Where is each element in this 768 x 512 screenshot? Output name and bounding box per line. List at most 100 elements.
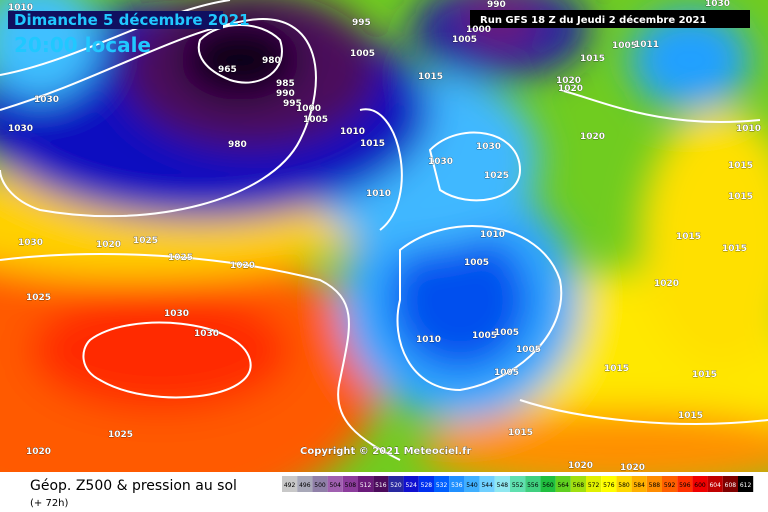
isobar-label: 1015 [360,139,385,149]
isobar-label: 1020 [96,240,121,250]
scale-swatch [312,476,328,492]
scale-swatch [510,476,526,492]
isobar-label: 980 [262,56,281,66]
scale-swatch [479,476,495,492]
scale-label: 596 [679,482,691,489]
isobar-label: 990 [487,0,506,10]
isobar-label: 1011 [634,40,659,50]
scale-label: 536 [451,482,463,489]
scale-label: 492 [284,482,296,489]
isobar-label: 1000 [296,104,321,114]
scale-label: 532 [436,482,448,489]
scale-swatch [540,476,556,492]
copyright: Copyright © 2021 Meteociel.fr [300,446,471,457]
isobar-label: 1020 [568,461,593,471]
scale-swatch [570,476,586,492]
isobar-label: 1010 [340,127,365,137]
scale-swatch [358,476,374,492]
isobar-label: 1030 [476,142,501,152]
scale-label: 580 [618,482,630,489]
isobar-label: 1015 [692,370,717,380]
isobar-label: 1020 [556,76,581,86]
scale-label: 516 [375,482,387,489]
scale-swatch [403,476,419,492]
scale-swatch [616,476,632,492]
scale-label: 592 [664,482,676,489]
isobar-label: 1005 [452,35,477,45]
scale-label: 604 [709,482,721,489]
scale-label: 512 [360,482,372,489]
scale-swatch [555,476,571,492]
scale-label: 568 [573,482,585,489]
isobar-label: 1020 [620,463,645,473]
scale-label: 544 [481,482,493,489]
isobar-label: 1025 [108,430,133,440]
isobar-label: 1020 [654,279,679,289]
isobar-label: 995 [352,18,371,28]
isobar-label: 1025 [26,293,51,303]
scale-label: 556 [527,482,539,489]
scale-label: 552 [512,482,524,489]
scale-label: 588 [649,482,661,489]
isobar-label: 1030 [8,124,33,134]
isobar-label: 1010 [8,3,33,13]
isobar-label: 1015 [418,72,443,82]
scale-swatch [282,476,298,492]
scale-swatch [327,476,343,492]
isobar-label: 1020 [558,84,583,94]
scale-label: 520 [390,482,402,489]
isobar-label: 1010 [736,124,761,134]
scale-swatch [601,476,617,492]
isobar-label: 1025 [168,253,193,263]
scale-swatch [434,476,450,492]
isobar-label: 1015 [580,54,605,64]
isobar-label: 1005 [612,41,637,51]
scale-swatch [586,476,602,492]
isobar-label: 1030 [164,309,189,319]
date: Dimanche 5 décembre 2021 [14,11,250,29]
isobar-label: 1030 [194,329,219,339]
isobar-label: 1005 [494,328,519,338]
isobar-label: 1005 [350,49,375,59]
scale-swatch [662,476,678,492]
isobar-label: 1030 [428,157,453,167]
scale-label: 584 [633,482,645,489]
scale-swatch [646,476,662,492]
isobar-label: 1030 [705,0,730,9]
isobar-label: 1020 [230,261,255,271]
isobar-label: 1000 [466,25,491,35]
scale-label: 572 [588,482,600,489]
scale-label: 576 [603,482,615,489]
local-time: 20:00 locale [14,33,151,57]
isobar-label: 1015 [604,364,629,374]
scale-swatch [297,476,313,492]
isobar-label: 1025 [133,236,158,246]
scale-label: 528 [421,482,433,489]
scale-label: 504 [329,482,341,489]
isobar-label: 1015 [722,244,747,254]
isobar-label: 1020 [26,447,51,457]
scale-label: 540 [466,482,478,489]
scale-swatch [449,476,465,492]
isobar-label: 985 [276,79,295,89]
scale-swatch [738,476,754,492]
scale-label: 608 [725,482,737,489]
scale-label: 560 [542,482,554,489]
isobar-label: 1015 [676,232,701,242]
isobar-label: 965 [218,65,237,75]
scale-swatch [525,476,541,492]
scale-label: 524 [405,482,417,489]
scale-swatch [631,476,647,492]
isobar-labels: 1010 103099010001005995100596598098599099… [8,0,761,473]
scale-label: 600 [694,482,706,489]
color-scale: 492 496 500 504 508 512 516 520 524 528 532 536 540 5… [282,476,754,492]
scale-label: 500 [314,482,326,489]
isobar-label: 1010 [366,189,391,199]
isobar-label: 1010 [480,230,505,240]
scale-label: 508 [345,482,357,489]
isobar-label: 1015 [508,428,533,438]
isobar-label: 1015 [728,161,753,171]
date-bg [8,11,223,29]
